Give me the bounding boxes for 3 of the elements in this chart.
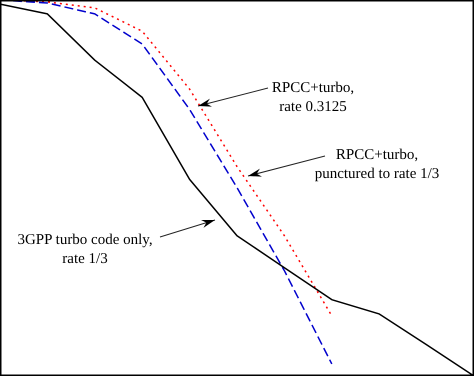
annotation: RPCC+turbo, rate 0.3125 — [272, 80, 354, 115]
annotation: 3GPP turbo code only, rate 1/3 — [17, 232, 153, 267]
annotation: RPCC+turbo, punctured to rate 1/3 — [314, 146, 440, 182]
